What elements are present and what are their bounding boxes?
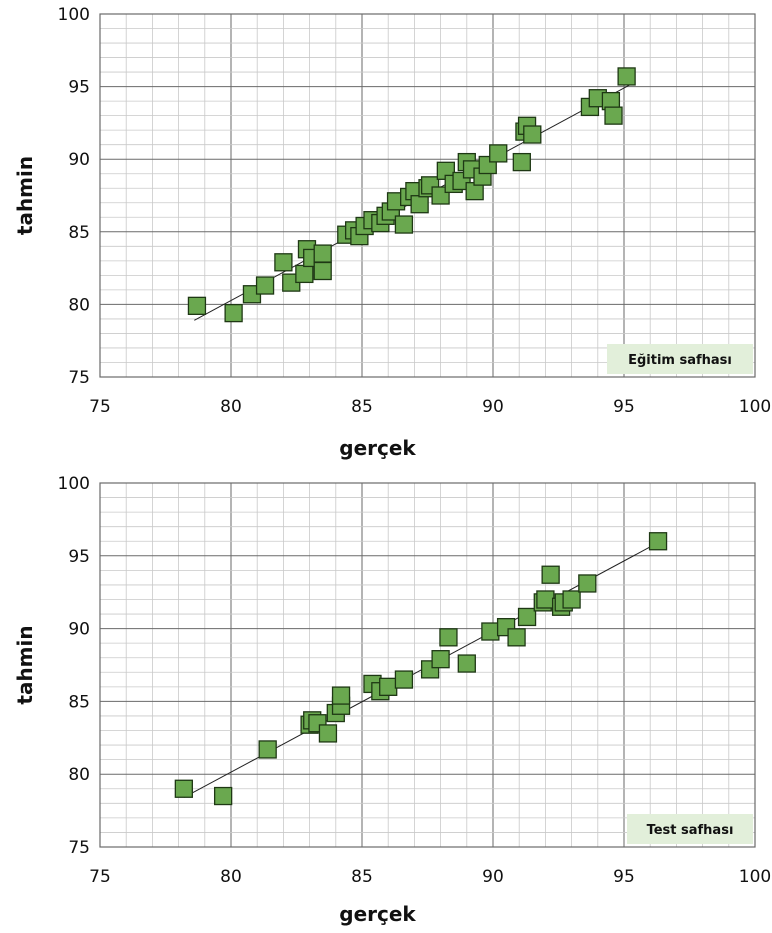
x-tick-label: 85 bbox=[351, 867, 373, 887]
panel-label: Test safhası bbox=[647, 823, 734, 838]
data-point bbox=[318, 724, 338, 743]
data-point bbox=[187, 296, 207, 316]
data-point bbox=[410, 195, 429, 214]
x-tick-label: 100 bbox=[739, 867, 771, 887]
x-tick-label: 90 bbox=[482, 397, 504, 417]
data-point bbox=[617, 67, 636, 86]
x-tick-label: 80 bbox=[220, 397, 242, 417]
data-point bbox=[255, 276, 275, 295]
y-tick-label: 75 bbox=[68, 838, 90, 858]
data-point bbox=[439, 628, 458, 647]
data-point bbox=[431, 650, 450, 669]
data-point bbox=[507, 628, 526, 647]
data-point bbox=[224, 303, 243, 323]
y-axis-title: tahmin bbox=[13, 625, 37, 704]
panel-label-badge bbox=[607, 344, 753, 374]
data-point bbox=[274, 253, 293, 272]
chart-test: 75 80 85 90 95 100 75 80 85 90 95 100 Test safhası … bbox=[0, 465, 772, 933]
plot-grid bbox=[99, 482, 756, 848]
y-tick-label: 75 bbox=[68, 368, 90, 388]
data-point bbox=[512, 152, 531, 172]
y-axis-title: tahmin bbox=[13, 156, 37, 235]
data-point bbox=[331, 686, 351, 705]
x-axis-title: gerçek bbox=[339, 902, 416, 926]
data-point bbox=[578, 574, 597, 593]
y-tick-label: 100 bbox=[58, 474, 90, 494]
data-point bbox=[394, 215, 414, 234]
x-tick-label: 95 bbox=[613, 397, 635, 417]
panel-label-badge bbox=[627, 814, 753, 844]
data-point bbox=[394, 670, 414, 689]
data-point bbox=[379, 677, 398, 696]
data-point bbox=[295, 264, 314, 284]
x-tick-label: 75 bbox=[89, 867, 111, 887]
data-point bbox=[481, 622, 500, 641]
y-tick-label: 85 bbox=[68, 692, 90, 712]
data-point bbox=[523, 125, 542, 144]
y-tick-label: 80 bbox=[68, 765, 90, 785]
data-point bbox=[213, 786, 233, 806]
data-point bbox=[457, 654, 476, 673]
plot-frame bbox=[99, 13, 756, 378]
data-point bbox=[604, 106, 623, 125]
data-point bbox=[174, 779, 193, 798]
x-tick-label: 80 bbox=[220, 867, 242, 887]
data-point bbox=[541, 565, 560, 584]
data-point bbox=[258, 740, 277, 759]
y-tick-label: 95 bbox=[68, 78, 90, 98]
data-point bbox=[562, 590, 581, 609]
y-tick-label: 100 bbox=[58, 5, 90, 25]
y-tick-label: 95 bbox=[68, 547, 90, 567]
chart-egitim-svg: 75 80 85 90 95 100 75 80 85 90 95 100 Eğitim safhas… bbox=[13, 5, 771, 460]
x-tick-label: 90 bbox=[482, 867, 504, 887]
y-tick-label: 90 bbox=[68, 150, 90, 170]
data-point bbox=[536, 590, 555, 609]
plot-frame bbox=[99, 482, 756, 848]
data-point bbox=[517, 607, 537, 627]
y-tick-label: 85 bbox=[68, 223, 90, 243]
y-tick-label: 80 bbox=[68, 295, 90, 315]
x-tick-label: 100 bbox=[739, 397, 771, 417]
data-point bbox=[489, 144, 508, 163]
data-point bbox=[313, 261, 332, 281]
chart-egitim: 75 80 85 90 95 100 75 80 85 90 95 100 Eğitim safhas… bbox=[0, 0, 772, 465]
x-axis-title: gerçek bbox=[339, 436, 416, 460]
y-tick-label: 90 bbox=[68, 620, 90, 640]
data-point bbox=[648, 532, 668, 551]
x-tick-label: 85 bbox=[351, 397, 373, 417]
x-tick-label: 95 bbox=[613, 867, 635, 887]
x-tick-label: 75 bbox=[89, 397, 111, 417]
panel-label: Eğitim safhası bbox=[628, 353, 732, 368]
data-point bbox=[313, 244, 332, 263]
